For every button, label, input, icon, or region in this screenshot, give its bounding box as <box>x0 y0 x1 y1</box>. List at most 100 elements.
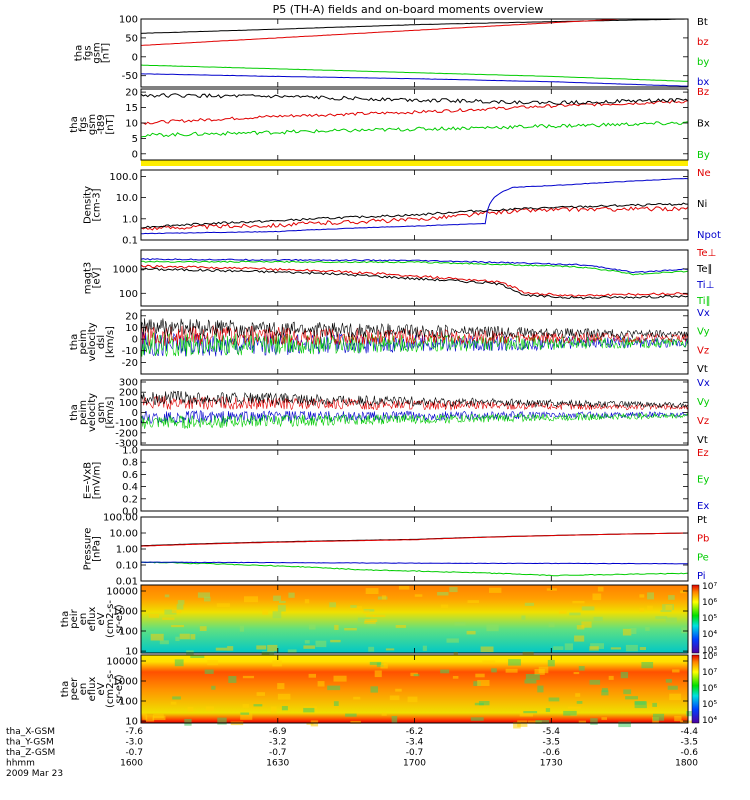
y-axis-label-line: [km/s] <box>105 326 116 358</box>
spectrogram-speckle <box>537 685 544 693</box>
spectrogram-speckle <box>592 593 602 601</box>
footer-value: 1600 <box>120 759 143 769</box>
panel-frame <box>140 516 689 582</box>
footer-value: 1800 <box>675 759 698 769</box>
y-axis-label-line: [nPa] <box>92 536 103 562</box>
spectrogram-speckle <box>262 609 269 615</box>
y-axis-label: thapeimvelocitygsm[km/s] <box>69 393 116 432</box>
spectrogram-speckle <box>660 610 672 613</box>
y-tick-label: 1000 <box>113 607 138 618</box>
spectrogram-speckle <box>205 706 214 711</box>
legend-Vy: Vy <box>697 397 710 408</box>
spectrogram-speckle <box>267 644 278 652</box>
y-axis-label-line: fgs <box>78 117 89 132</box>
footer-row-label: tha_Z-GSM <box>6 748 55 758</box>
y-tick-label: 100 <box>119 15 138 26</box>
series-line-Ni <box>140 202 688 229</box>
y-axis-label-line: dsl <box>96 335 107 349</box>
spectrogram-speckle <box>172 696 181 700</box>
spectrogram-speckle <box>652 702 657 707</box>
series-line-Te∥ <box>140 267 689 300</box>
y-tick-label: 1000 <box>113 264 138 275</box>
spectrogram-speckle <box>364 620 376 624</box>
colorbar-label: 10³ <box>702 646 717 656</box>
panel-temp: Te⊥ Te∥ Ti⊥ Ti∥ 1000 100 magt3[eV] <box>83 248 717 307</box>
spectrogram-speckle <box>467 600 479 603</box>
spectrogram-speckle <box>204 669 214 674</box>
y-axis-label-line: [eV] <box>92 268 103 289</box>
legend-Ex: Ex <box>697 501 709 512</box>
y-tick-label: 100.0 <box>109 172 138 183</box>
spectrogram-speckle <box>625 696 638 700</box>
spectrogram-speckle <box>513 722 521 729</box>
y-tick-label: 10.0 <box>116 193 138 204</box>
spectrogram-speckle <box>389 695 400 701</box>
panel-frame <box>140 18 689 88</box>
spectrogram-speckle <box>279 600 286 603</box>
y-axis-label-line: [cm-3] <box>92 188 103 221</box>
spectrogram-speckle <box>385 648 395 651</box>
y-tick-label: 10000 <box>106 657 138 668</box>
spectrogram-speckle <box>395 688 402 692</box>
series-line-Vz <box>140 395 689 411</box>
spectrogram-speckle <box>407 696 418 703</box>
spectrogram-speckle <box>548 622 555 628</box>
spectrogram-speckle <box>576 625 585 630</box>
spectrogram-speckle <box>593 616 603 622</box>
spectrogram-speckle <box>578 720 586 723</box>
y-tick-label: 0.1 <box>122 236 138 247</box>
spectrogram-speckle <box>569 612 581 616</box>
spectrogram-speckle <box>625 644 638 652</box>
footer-value: -3.2 <box>269 738 287 748</box>
spectrogram-speckle <box>563 710 577 716</box>
y-tick-label: 100 <box>119 697 138 708</box>
spectrogram-speckle <box>623 689 632 695</box>
spectrogram-speckle <box>304 599 310 604</box>
y-axis-label-line: tha <box>69 404 80 420</box>
y-axis-label-line: en <box>78 613 89 626</box>
series-line-Ti∥ <box>140 260 689 276</box>
panel-fgs_dt: Bz Bx By 20 15 10 5 0 thafgsgsm-t89[nT] <box>69 87 710 166</box>
spectrogram-speckle <box>470 717 484 721</box>
legend-Bx: Bx <box>697 119 710 130</box>
spectrogram-speckle <box>186 650 194 657</box>
colorbar-label: 10⁷ <box>702 668 717 678</box>
y-tick-label: 10 <box>125 647 138 658</box>
y-axis-label-line: peim <box>78 400 89 425</box>
spectrogram-speckle <box>350 605 357 608</box>
spectrogram-speckle <box>454 622 466 626</box>
y-axis-label-line: fgs <box>83 45 94 60</box>
colorbar <box>691 584 700 654</box>
footer-value: -3.4 <box>406 738 424 748</box>
spectrogram-speckle <box>228 676 237 683</box>
spectrogram-speckle <box>480 646 494 652</box>
legend-Vz: Vz <box>697 345 709 356</box>
spectrogram-speckle <box>610 647 621 650</box>
panels: Btbzbybx100500-50thafgsgsm[nT]BzBxBy2015… <box>60 15 721 729</box>
y-axis-label-line: (cm2-s- <box>105 670 116 708</box>
y-tick-label: 0.2 <box>122 494 138 505</box>
spectrogram-speckle <box>190 634 196 640</box>
spectrogram-speckle <box>381 595 387 600</box>
y-tick-label: 0 <box>132 52 138 63</box>
legend-Ni: Ni <box>697 199 707 210</box>
y-axis-label-line: tha <box>74 45 85 61</box>
series-line-Vt <box>140 390 689 409</box>
spectrogram-speckle <box>315 640 327 648</box>
panel-pressure: Pt Pb Pe Pi 100.00 10.00 1.00 0.10 0.01 Pressure[… <box>83 513 710 588</box>
spectrogram-speckle <box>391 716 398 723</box>
spectrogram-speckle <box>333 701 339 706</box>
y-axis-label-line: [km/s] <box>105 396 116 428</box>
spectrogram-speckle <box>176 604 184 610</box>
y-tick-label: 0 <box>132 335 138 346</box>
figure-title: P5 (TH-A) fields and on-board moments ov… <box>273 3 544 16</box>
spectrogram-speckle <box>261 651 275 657</box>
spectrogram-speckle <box>446 638 459 643</box>
y-tick-label: 1.00 <box>116 545 138 556</box>
date-label: 2009 Mar 23 <box>6 769 63 779</box>
legend-bz: bz <box>697 37 709 48</box>
spectrogram-speckle <box>681 627 688 634</box>
spectrogram-speckle <box>414 594 423 597</box>
spectrogram-speckle <box>272 660 282 667</box>
